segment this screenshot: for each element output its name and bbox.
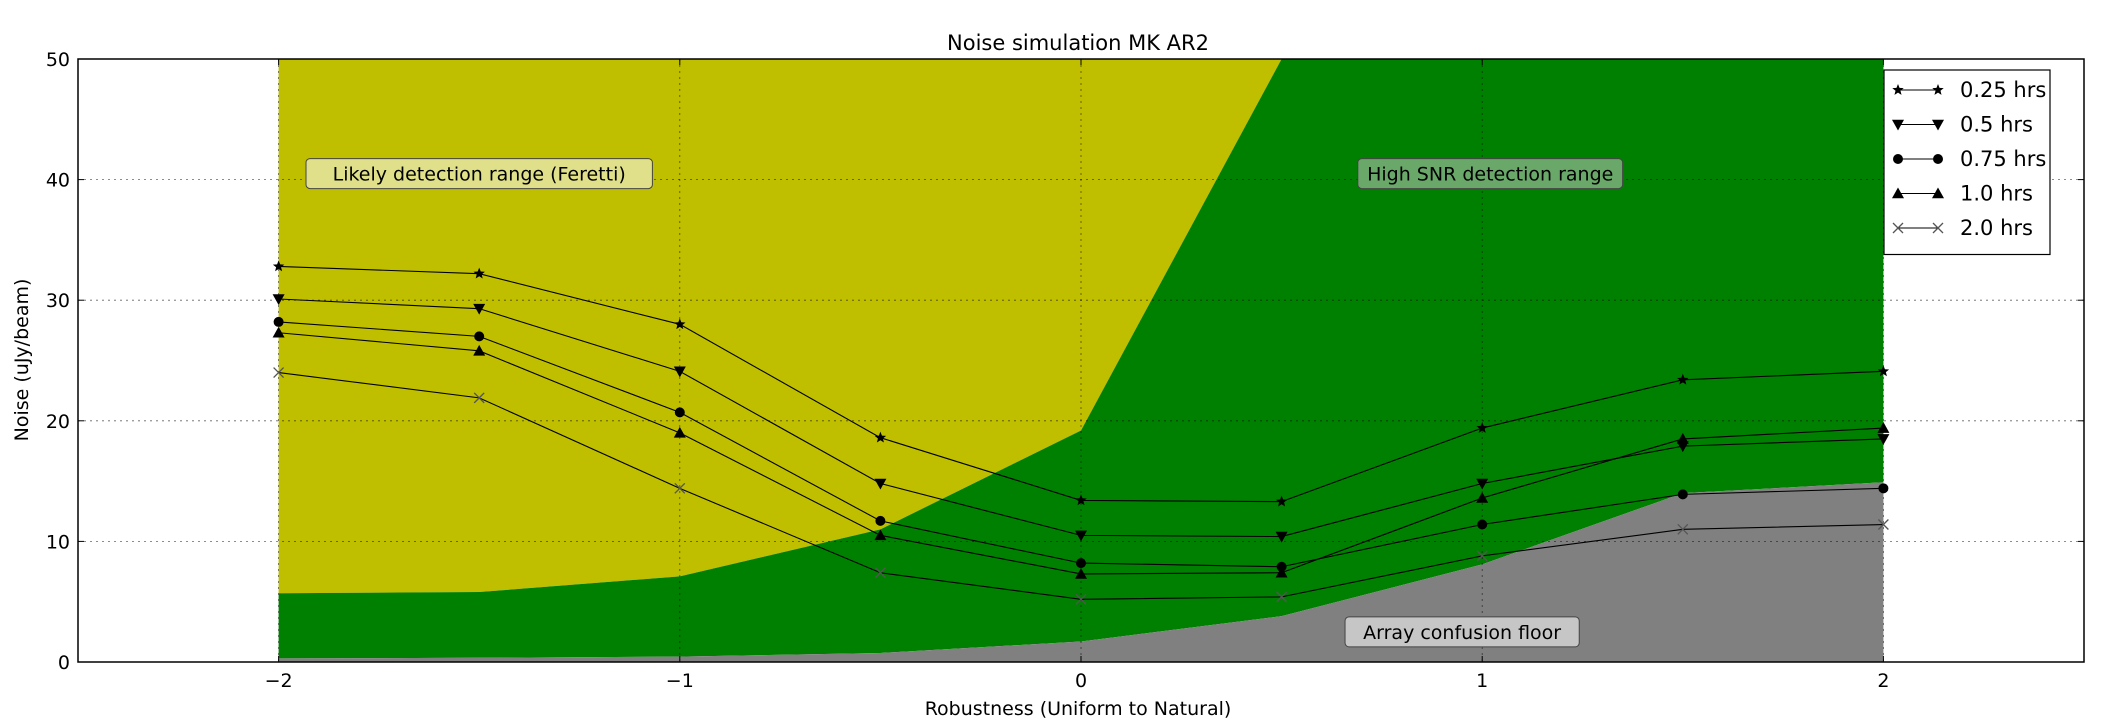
chart-title: Noise simulation MK AR2 — [947, 31, 1209, 55]
data-point — [673, 366, 686, 378]
data-point — [1677, 373, 1689, 385]
data-point — [473, 267, 485, 279]
data-point — [1075, 494, 1087, 506]
annotation-box — [1344, 616, 1580, 648]
legend-label: 2.0 hrs — [1960, 216, 2033, 240]
data-point — [273, 316, 284, 327]
data-point — [1676, 432, 1689, 444]
data-point — [1275, 495, 1288, 507]
y-tick-label: 30 — [46, 290, 70, 312]
legend-marker — [1892, 222, 1904, 234]
data-point — [874, 567, 886, 579]
region-high-snr — [278, 59, 1884, 659]
data-point — [1476, 478, 1489, 490]
data-point — [874, 529, 887, 541]
series-0-75-hrs — [273, 316, 1889, 572]
data-point — [1877, 422, 1890, 433]
data-point — [674, 318, 686, 330]
legend-marker — [1932, 187, 1944, 199]
y-tick-label: 0 — [58, 652, 70, 674]
data-point — [1275, 531, 1288, 543]
data-point — [1476, 422, 1488, 433]
data-point — [874, 431, 887, 443]
x-tick-label: −2 — [265, 670, 293, 692]
data-point — [1877, 434, 1890, 445]
annotation-box — [305, 158, 653, 190]
legend-item-0-75-hrs: 0.75 hrs — [1893, 147, 2046, 171]
data-point — [1676, 441, 1689, 453]
annotation-label: Likely detection range (Feretti) — [333, 164, 626, 186]
data-point — [1276, 591, 1288, 603]
x-tick-label: 1 — [1476, 670, 1488, 692]
legend-box — [1883, 69, 2051, 256]
y-tick-label: 10 — [46, 531, 70, 553]
legend-marker — [1932, 84, 1944, 95]
data-point — [473, 344, 486, 356]
annotation-label: Array confusion floor — [1363, 622, 1561, 644]
y-tick-label: 50 — [46, 49, 70, 71]
legend-marker — [1892, 187, 1904, 199]
legend: 0.25 hrs 0.5 hrs 0.75 hrs 1.0 hrs 2.0 hrs — [1883, 69, 2051, 256]
x-tick-label: 0 — [1075, 670, 1087, 692]
data-point — [1075, 567, 1087, 579]
x-tick-label: −1 — [666, 670, 694, 692]
annotations: Likely detection range (Feretti) High SNR… — [305, 158, 1624, 648]
data-point — [1677, 523, 1689, 535]
annotation-label: High SNR detection range — [1367, 164, 1613, 186]
annotation-box — [1357, 158, 1624, 190]
data-point — [1877, 365, 1890, 377]
data-point — [473, 303, 486, 315]
data-point — [272, 260, 285, 272]
series-1-0-hrs — [272, 326, 1890, 579]
data-point — [1878, 483, 1889, 494]
x-tick-label: 2 — [1877, 670, 1889, 692]
data-point — [1677, 489, 1688, 500]
legend-marker — [1933, 154, 1943, 164]
data-point — [272, 326, 285, 338]
data-point — [1275, 566, 1288, 578]
data-point — [272, 294, 285, 305]
data-point — [1877, 519, 1889, 530]
data-point — [474, 331, 485, 342]
data-point — [1075, 530, 1087, 542]
data-point — [1075, 593, 1087, 605]
data-point — [1476, 491, 1489, 503]
data-point — [473, 392, 485, 404]
y-tick-label: 20 — [46, 411, 70, 433]
data-point — [273, 367, 285, 379]
legend-marker — [1892, 119, 1904, 131]
legend-marker — [1893, 154, 1903, 164]
data-point — [875, 515, 886, 526]
y-tick-label: 40 — [46, 170, 70, 192]
legend-label: 0.75 hrs — [1960, 147, 2046, 171]
legend-marker — [1932, 222, 1944, 234]
legend-item-0-25-hrs: 0.25 hrs — [1892, 78, 2046, 102]
data-point — [673, 426, 686, 438]
data-point — [674, 407, 685, 418]
legend-label: 0.5 hrs — [1960, 113, 2033, 137]
legend-label: 1.0 hrs — [1960, 182, 2033, 206]
x-axis-label: Robustness (Uniform to Natural) — [925, 698, 1232, 720]
data-point — [1276, 561, 1287, 572]
data-point — [874, 478, 887, 490]
data-point — [1476, 550, 1488, 562]
y-axis-label: Noise (uJy/beam) — [11, 279, 33, 442]
legend-label: 0.25 hrs — [1960, 78, 2046, 102]
series-0-25-hrs — [272, 260, 1890, 507]
legend-item-0-5-hrs: 0.5 hrs — [1892, 113, 2033, 137]
data-point — [1076, 558, 1086, 569]
legend-marker — [1932, 119, 1944, 131]
series-2-0-hrs — [273, 367, 1889, 605]
legend-item-1-0-hrs: 1.0 hrs — [1892, 182, 2033, 206]
data-point — [674, 482, 686, 494]
series-lines — [272, 260, 1890, 605]
legend-item-2-0-hrs: 2.0 hrs — [1892, 216, 2033, 240]
legend-marker — [1892, 84, 1904, 95]
data-point — [1477, 519, 1488, 530]
